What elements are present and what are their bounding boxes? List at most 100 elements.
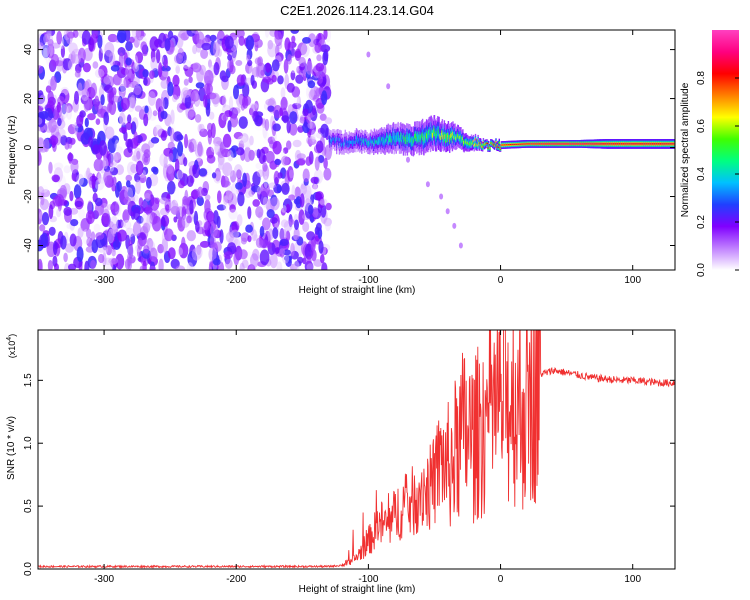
- spectrogram-noise-cell: [94, 95, 100, 111]
- spectrogram-noise-cell: [213, 62, 220, 76]
- spectrogram-noise-cell: [233, 84, 239, 100]
- spectrogram-noise-cell: [103, 76, 111, 85]
- spectrogram-noise-cell: [109, 167, 119, 176]
- spectrogram-noise-cell: [98, 47, 103, 62]
- spectrogram-noise-cell: [191, 30, 202, 34]
- colorbar-tick-label: 0.0: [696, 263, 707, 277]
- spectrogram-noise-cell: [47, 90, 54, 104]
- spectrogram-noise-cell: [50, 75, 57, 91]
- spectrogram-noise-cell: [232, 107, 241, 115]
- spectrogram-noise-cell: [90, 82, 97, 97]
- spectrogram-noise-cell: [164, 38, 171, 52]
- spectrogram-noise-cell: [310, 176, 319, 184]
- snr-line: [38, 330, 675, 569]
- spectrogram-noise-cell: [211, 265, 218, 270]
- spectrogram-noise-cell: [71, 172, 77, 182]
- spectrogram-branch-cell: [458, 242, 463, 249]
- spectrogram-noise-cell: [134, 105, 143, 112]
- spectrogram-noise-cell: [315, 62, 325, 72]
- spectrogram-noise-cell: [143, 245, 150, 254]
- spectrogram-signal-cell: [495, 141, 497, 143]
- spectrogram-noise-cell: [295, 111, 305, 128]
- spectrogram-noise-cell: [225, 258, 233, 269]
- spectrogram-noise-cell: [307, 121, 316, 130]
- spectrogram-noise-cell: [305, 156, 312, 167]
- spectrogram-noise-cell: [177, 47, 184, 59]
- spectrogram-noise-cell: [53, 162, 64, 171]
- spectrogram-noise-cell: [110, 64, 120, 72]
- snr-ytick-label: 1.0: [23, 436, 34, 450]
- spectrogram-noise-cell: [123, 219, 131, 228]
- spectrogram-noise-cell: [276, 261, 283, 270]
- spectrogram-noise-cell: [294, 96, 300, 106]
- spectrogram-noise-cell: [196, 244, 202, 255]
- spectrogram-noise-cell: [248, 189, 255, 197]
- spectrogram-noise-cell: [167, 81, 174, 97]
- spectrogram-frame: [37, 29, 676, 271]
- spectrogram-noise-cell: [149, 36, 159, 52]
- spectrogram-noise-cell: [83, 96, 90, 112]
- spectrogram-noise-cell: [280, 205, 287, 213]
- spectrogram-noise-cell: [98, 253, 105, 264]
- spectrogram-noise-cell: [69, 190, 74, 202]
- spectrogram-signal-cell: [401, 135, 403, 140]
- spectrogram-noise-cell: [98, 140, 107, 156]
- spectrogram-noise-cell: [146, 213, 153, 228]
- spectrogram-noise-cell: [130, 121, 137, 135]
- spectrogram-noise-cell: [280, 219, 289, 228]
- snr-multiplier-close: ): [7, 334, 17, 337]
- spectrogram-noise-cell: [139, 265, 146, 270]
- spectrogram-noise-cell: [57, 117, 62, 127]
- spectrogram-noise-cell: [296, 95, 302, 111]
- spectrogram-noise-cell: [56, 101, 62, 113]
- spectrogram-noise-cell: [69, 137, 76, 145]
- spectrogram-noise-cell: [111, 95, 122, 103]
- spectrogram-noise-cell: [255, 237, 264, 248]
- spectrogram-noise-cell: [56, 208, 62, 218]
- spectrogram-noise-cell: [262, 162, 268, 172]
- spectrogram-noise-cell: [187, 251, 198, 267]
- spectrogram-noise-cell: [214, 167, 221, 182]
- spectrogram-noise-cell: [291, 35, 296, 43]
- spectrogram-noise-cell: [74, 197, 84, 210]
- spectrogram-noise-cell: [320, 44, 331, 53]
- spectrogram-noise-cell: [204, 69, 214, 86]
- spectrogram-noise-cell: [38, 258, 43, 270]
- spectrogram-noise-cell: [310, 237, 316, 252]
- spectrogram-noise-cell: [279, 238, 289, 247]
- spectrogram-noise-cell: [116, 30, 127, 44]
- spectrogram-noise-cell: [218, 156, 226, 170]
- spectrogram-signal-cell: [382, 139, 385, 144]
- spectrogram-noise-cell: [133, 131, 138, 147]
- spectrogram-noise-cell: [318, 240, 324, 254]
- spectrogram-noise-cell: [182, 89, 191, 98]
- spectrogram-noise-cell: [88, 136, 93, 148]
- spectrogram-noise-cell: [111, 135, 120, 145]
- spectrogram-noise-cell: [233, 164, 243, 179]
- spectrogram-noise-cell: [216, 204, 226, 211]
- spectrogram-noise-cell: [52, 240, 58, 256]
- spectrogram-noise-cell: [38, 65, 44, 74]
- spectrogram-noise-cell: [161, 65, 171, 72]
- spectrogram-signal-cell: [405, 137, 407, 142]
- spectrogram-noise-cell: [205, 102, 211, 117]
- spectrogram-noise-cell: [222, 94, 227, 108]
- spectrogram-noise-cell: [123, 130, 128, 142]
- spectrogram-noise-cell: [143, 77, 148, 86]
- spectrogram-noise-cell: [229, 64, 236, 75]
- snr-xtick-label: 100: [624, 574, 641, 585]
- spectrogram-noise-cell: [159, 197, 169, 205]
- spectrogram-signal-cell: [479, 142, 481, 144]
- spectrogram-noise-cell: [268, 182, 276, 189]
- spectrogram-noise-cell: [163, 155, 168, 168]
- spectrogram-noise-cell: [242, 96, 249, 109]
- snr-xlabel: Height of straight line (km): [299, 584, 416, 595]
- spectrogram-noise-cell: [286, 140, 292, 150]
- spectrogram-noise-cell: [108, 152, 119, 167]
- spectrogram-noise-cell: [190, 189, 199, 200]
- spectrogram-noise-cell: [227, 150, 234, 162]
- spectrogram-noise-cell: [236, 30, 245, 39]
- spectrogram-noise-cell: [272, 123, 281, 132]
- spectrogram-noise-cell: [73, 122, 79, 136]
- spectrogram-xtick-label: 0: [498, 275, 504, 286]
